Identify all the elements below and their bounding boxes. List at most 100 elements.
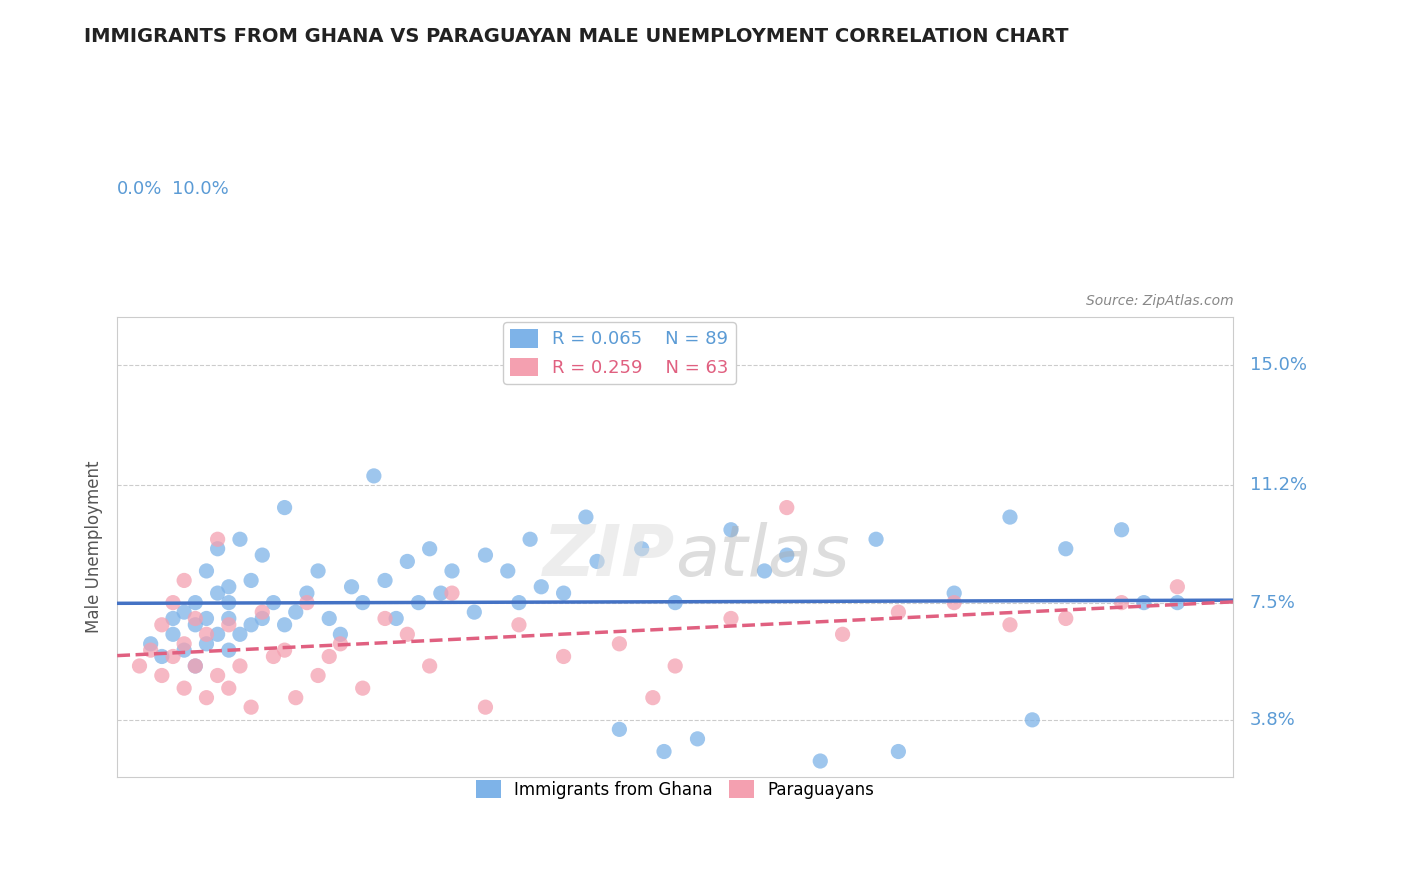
Text: 15.0%: 15.0% xyxy=(1250,356,1308,374)
Point xyxy=(385,611,408,625)
Point xyxy=(586,554,609,568)
Point xyxy=(887,605,910,619)
Point xyxy=(998,510,1021,524)
Point xyxy=(1166,580,1188,594)
Point xyxy=(252,611,274,625)
Point xyxy=(195,690,218,705)
Point xyxy=(943,596,966,610)
Point xyxy=(240,617,263,632)
Point xyxy=(262,596,284,610)
Point xyxy=(463,605,485,619)
Point xyxy=(1054,541,1077,556)
Point xyxy=(720,523,742,537)
Point xyxy=(553,586,575,600)
Text: 11.2%: 11.2% xyxy=(1250,476,1308,494)
Point xyxy=(776,500,799,515)
Point xyxy=(184,659,207,673)
Point xyxy=(195,564,218,578)
Point xyxy=(229,659,252,673)
Point xyxy=(440,564,463,578)
Point xyxy=(139,637,162,651)
Point xyxy=(252,548,274,562)
Point xyxy=(664,659,686,673)
Point xyxy=(162,611,184,625)
Text: 10.0%: 10.0% xyxy=(172,179,229,198)
Point xyxy=(530,580,553,594)
Point xyxy=(162,596,184,610)
Point xyxy=(273,643,295,657)
Text: ZIP: ZIP xyxy=(543,522,675,591)
Point xyxy=(831,627,853,641)
Point xyxy=(307,564,329,578)
Point xyxy=(184,617,207,632)
Point xyxy=(207,627,229,641)
Point xyxy=(173,574,195,588)
Point xyxy=(284,690,307,705)
Point xyxy=(776,548,799,562)
Point xyxy=(284,605,307,619)
Text: IMMIGRANTS FROM GHANA VS PARAGUAYAN MALE UNEMPLOYMENT CORRELATION CHART: IMMIGRANTS FROM GHANA VS PARAGUAYAN MALE… xyxy=(84,27,1069,45)
Point xyxy=(1054,611,1077,625)
Point xyxy=(139,643,162,657)
Point xyxy=(754,564,776,578)
Point xyxy=(218,681,240,695)
Point xyxy=(207,533,229,547)
Point xyxy=(195,637,218,651)
Point xyxy=(218,617,240,632)
Point xyxy=(207,586,229,600)
Point xyxy=(240,574,263,588)
Point xyxy=(307,668,329,682)
Text: 3.8%: 3.8% xyxy=(1250,711,1296,729)
Point xyxy=(340,580,363,594)
Point xyxy=(998,617,1021,632)
Point xyxy=(240,700,263,714)
Point xyxy=(318,649,340,664)
Point xyxy=(207,541,229,556)
Point xyxy=(218,596,240,610)
Point xyxy=(865,533,887,547)
Point xyxy=(419,541,441,556)
Point xyxy=(440,586,463,600)
Point xyxy=(496,564,519,578)
Point xyxy=(318,611,340,625)
Point xyxy=(173,637,195,651)
Point xyxy=(575,510,598,524)
Point xyxy=(273,617,295,632)
Point xyxy=(652,745,675,759)
Point xyxy=(352,596,374,610)
Point xyxy=(609,637,631,651)
Point xyxy=(609,723,631,737)
Point xyxy=(162,627,184,641)
Text: 7.5%: 7.5% xyxy=(1250,593,1296,612)
Point xyxy=(630,541,652,556)
Point xyxy=(553,649,575,664)
Point xyxy=(295,586,318,600)
Point xyxy=(150,668,173,682)
Point xyxy=(150,617,173,632)
Point xyxy=(329,627,352,641)
Point xyxy=(1166,596,1188,610)
Point xyxy=(150,649,173,664)
Y-axis label: Male Unemployment: Male Unemployment xyxy=(86,461,103,633)
Point xyxy=(173,681,195,695)
Point xyxy=(474,700,496,714)
Point xyxy=(419,659,441,673)
Point xyxy=(1133,596,1156,610)
Point xyxy=(162,649,184,664)
Point xyxy=(1111,596,1133,610)
Point xyxy=(887,745,910,759)
Point xyxy=(508,596,530,610)
Point xyxy=(641,690,664,705)
Point xyxy=(474,548,496,562)
Point xyxy=(508,617,530,632)
Point xyxy=(218,580,240,594)
Point xyxy=(352,681,374,695)
Point xyxy=(430,586,453,600)
Legend: Immigrants from Ghana, Paraguayans: Immigrants from Ghana, Paraguayans xyxy=(470,773,882,805)
Point xyxy=(195,611,218,625)
Point xyxy=(664,596,686,610)
Text: 0.0%: 0.0% xyxy=(117,179,163,198)
Point xyxy=(1021,713,1043,727)
Point xyxy=(519,533,541,547)
Point xyxy=(374,574,396,588)
